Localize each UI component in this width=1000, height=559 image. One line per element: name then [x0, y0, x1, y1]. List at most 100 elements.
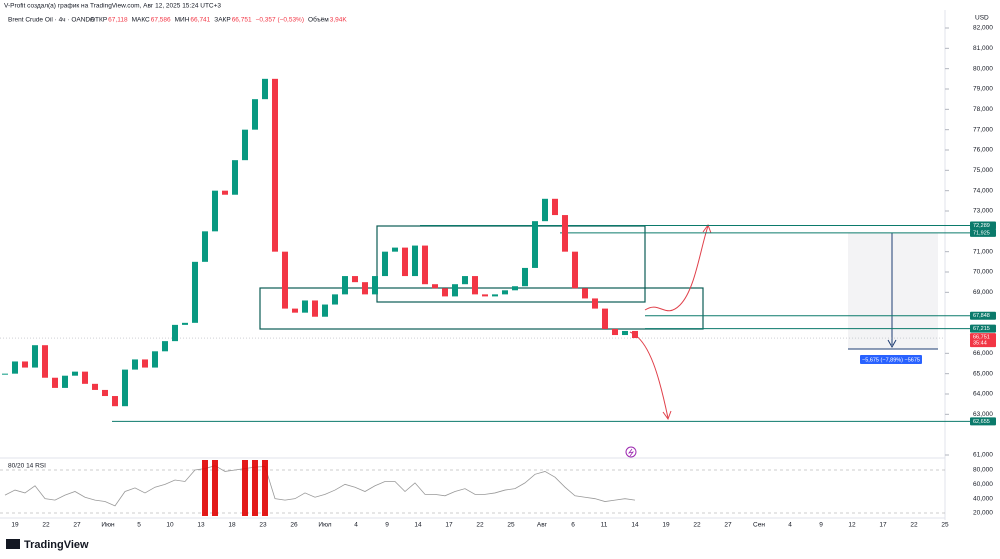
y-tick-label: 80,000	[973, 65, 993, 72]
x-tick-label: 23	[259, 522, 267, 529]
candle	[392, 247, 398, 252]
candle	[152, 351, 158, 368]
header: V-Profit создал(а) график на TradingView…	[4, 3, 221, 10]
candle	[572, 251, 578, 289]
y-tick-label: 70,000	[973, 269, 993, 276]
level-tag	[970, 417, 996, 426]
y-tick-label: 69,000	[973, 289, 993, 296]
x-tick-label: 9	[819, 522, 823, 529]
rsi-overbought	[262, 460, 268, 516]
x-tick-label: 17	[445, 522, 453, 529]
candle	[532, 221, 538, 268]
candle	[72, 371, 78, 376]
candle	[92, 383, 98, 390]
candle	[582, 288, 588, 299]
measure-box	[860, 355, 922, 364]
level-tag	[970, 228, 996, 237]
y-tick-label: 82,000	[973, 25, 993, 32]
legend-value: 67,586	[151, 17, 171, 24]
x-tick-label: 4	[354, 522, 358, 529]
x-tick-label: 9	[385, 522, 389, 529]
rsi-overbought	[242, 460, 248, 516]
candle	[2, 373, 8, 375]
candle	[592, 298, 598, 309]
legend-key: ОТКР	[90, 17, 107, 24]
candle	[312, 300, 318, 317]
candle	[622, 330, 628, 336]
candle	[212, 190, 218, 232]
x-tick-label: 11	[601, 522, 608, 529]
candle	[612, 328, 618, 336]
legend-value: 3,94K	[330, 17, 348, 24]
x-tick-label: 22	[42, 522, 50, 529]
rsi-overbought	[252, 460, 258, 516]
candle	[502, 290, 508, 295]
candle	[602, 308, 608, 329]
x-tick-label: 10	[166, 522, 174, 529]
candle	[182, 322, 188, 325]
y-tick-label: 79,000	[973, 86, 993, 93]
legend-value: 66,751	[232, 17, 252, 24]
x-tick-label: 19	[662, 522, 670, 529]
candle	[632, 330, 638, 339]
legend-value: 66,741	[190, 17, 210, 24]
x-tick-label: 5	[137, 522, 141, 529]
y-tick-label: 78,000	[973, 106, 993, 113]
rsi-line	[4, 465, 636, 507]
candle	[492, 294, 498, 297]
candle	[512, 286, 518, 291]
candle	[442, 288, 448, 297]
x-tick-label: 14	[631, 522, 639, 529]
candle	[342, 276, 348, 295]
candle	[352, 276, 358, 283]
y-tick-label: 75,000	[973, 167, 993, 174]
candle	[272, 78, 278, 252]
legend-key: МИН	[175, 17, 190, 24]
measure-label: −5,675 (−7,89%) −5675	[862, 357, 920, 363]
candle	[402, 247, 408, 277]
candle	[542, 198, 548, 222]
candle	[132, 359, 138, 370]
x-tick-label: 22	[693, 522, 701, 529]
arrowhead	[662, 410, 672, 421]
candle	[142, 359, 148, 368]
event-icon	[628, 448, 634, 457]
candle	[202, 231, 208, 262]
level-label: 67,848	[973, 313, 990, 319]
y-tick-label: 63,000	[973, 411, 993, 418]
x-tick-label: 4	[788, 522, 792, 529]
x-tick-label: 12	[848, 522, 856, 529]
y-tick-label: 73,000	[973, 208, 993, 215]
y-tick-label: 77,000	[973, 126, 993, 133]
legend-key: Объём	[308, 16, 329, 24]
candle	[422, 245, 428, 285]
rsi-title: 80/20 14 RSI	[8, 463, 46, 470]
candle	[162, 341, 168, 352]
rsi-overbought	[212, 460, 218, 516]
rsi-tick-label: 40,000	[973, 495, 993, 502]
y-tick-label: 66,000	[973, 350, 993, 357]
candle	[322, 304, 328, 317]
measure-arrowhead	[887, 339, 897, 349]
candle	[552, 198, 558, 216]
x-tick-label: 26	[290, 522, 298, 529]
y-tick-label: 61,000	[973, 452, 993, 459]
measure-area	[848, 233, 938, 349]
candle	[242, 129, 248, 161]
rsi-tick-label: 60,000	[973, 481, 993, 488]
last-price-tag	[970, 333, 996, 348]
level-tag	[970, 324, 996, 333]
x-tick-label: 17	[879, 522, 887, 529]
candle	[302, 300, 308, 313]
candle	[192, 261, 198, 323]
candle	[232, 160, 238, 195]
candle	[372, 276, 378, 295]
x-tick-label: 25	[507, 522, 515, 529]
logo	[6, 539, 20, 549]
y-tick-label: 76,000	[973, 147, 993, 154]
candle	[102, 389, 108, 397]
candle	[472, 276, 478, 295]
x-tick-label: 27	[724, 522, 732, 529]
event-icon	[625, 446, 637, 458]
